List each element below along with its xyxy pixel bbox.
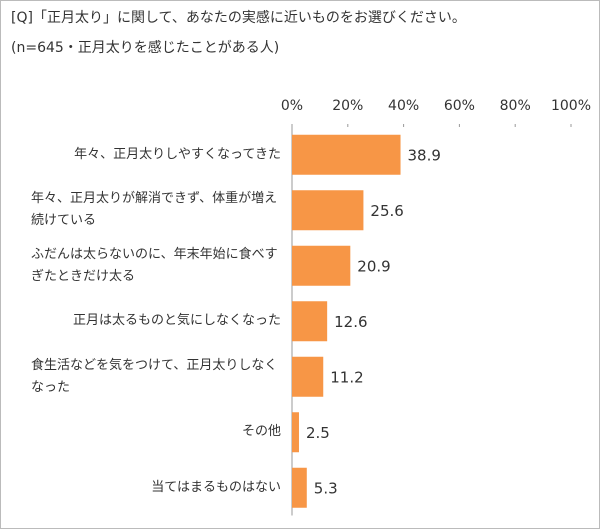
category-box: 年々、正月太りが解消できず、体重が増え続けている bbox=[31, 185, 281, 235]
category-box: 食生活などを気をつけて、正月太りしなくなった bbox=[31, 352, 281, 402]
y-tick-label: ふだんは太らないのに、年末年始に食べすぎたときだけ太る bbox=[31, 246, 278, 284]
bar bbox=[292, 134, 401, 175]
category-box: 当てはまるものはない bbox=[31, 463, 281, 513]
bar bbox=[292, 467, 307, 508]
bar bbox=[292, 301, 328, 342]
y-tick-label: その他 bbox=[241, 424, 281, 440]
bar bbox=[292, 412, 299, 453]
x-tick-label: 60% bbox=[444, 98, 475, 114]
value-label: 11.2 bbox=[330, 368, 363, 386]
chart-subtitle: (n=645・正月太りを感じたことがある人) bbox=[11, 40, 280, 56]
value-label: 2.5 bbox=[306, 424, 330, 442]
y-tick-label: 年々、正月太りが解消できず、体重が増え続けている bbox=[31, 191, 278, 229]
x-tick-label: 20% bbox=[332, 98, 363, 114]
x-tick-label: 0% bbox=[281, 98, 303, 114]
y-tick-label: 当てはまるものはない bbox=[151, 479, 281, 495]
value-label: 12.6 bbox=[334, 313, 367, 331]
chart-title: [Q]「正月太り」に関して、あなたの実感に近いものをお選びください。 bbox=[11, 10, 466, 26]
x-tick-label: 80% bbox=[500, 98, 531, 114]
x-tick-label: 40% bbox=[388, 98, 419, 114]
y-tick-label: 年々、正月太りしやすくなってきた bbox=[74, 146, 281, 162]
value-label: 25.6 bbox=[370, 202, 403, 220]
value-label: 5.3 bbox=[314, 479, 338, 497]
bar bbox=[292, 190, 364, 231]
x-tick-label: 100% bbox=[551, 98, 591, 114]
value-label: 38.9 bbox=[408, 146, 441, 164]
bar bbox=[292, 245, 351, 286]
category-box: 年々、正月太りしやすくなってきた bbox=[31, 130, 281, 180]
value-label: 20.9 bbox=[357, 257, 390, 275]
category-box: その他 bbox=[31, 407, 281, 457]
y-tick-label: 正月は太るものと気にしなくなった bbox=[72, 313, 281, 329]
category-box: 正月は太るものと気にしなくなった bbox=[31, 296, 281, 346]
y-tick-label: 食生活などを気をつけて、正月太りしなくなった bbox=[31, 357, 278, 395]
bar bbox=[292, 356, 324, 397]
category-box: ふだんは太らないのに、年末年始に食べすぎたときだけ太る bbox=[31, 241, 281, 291]
